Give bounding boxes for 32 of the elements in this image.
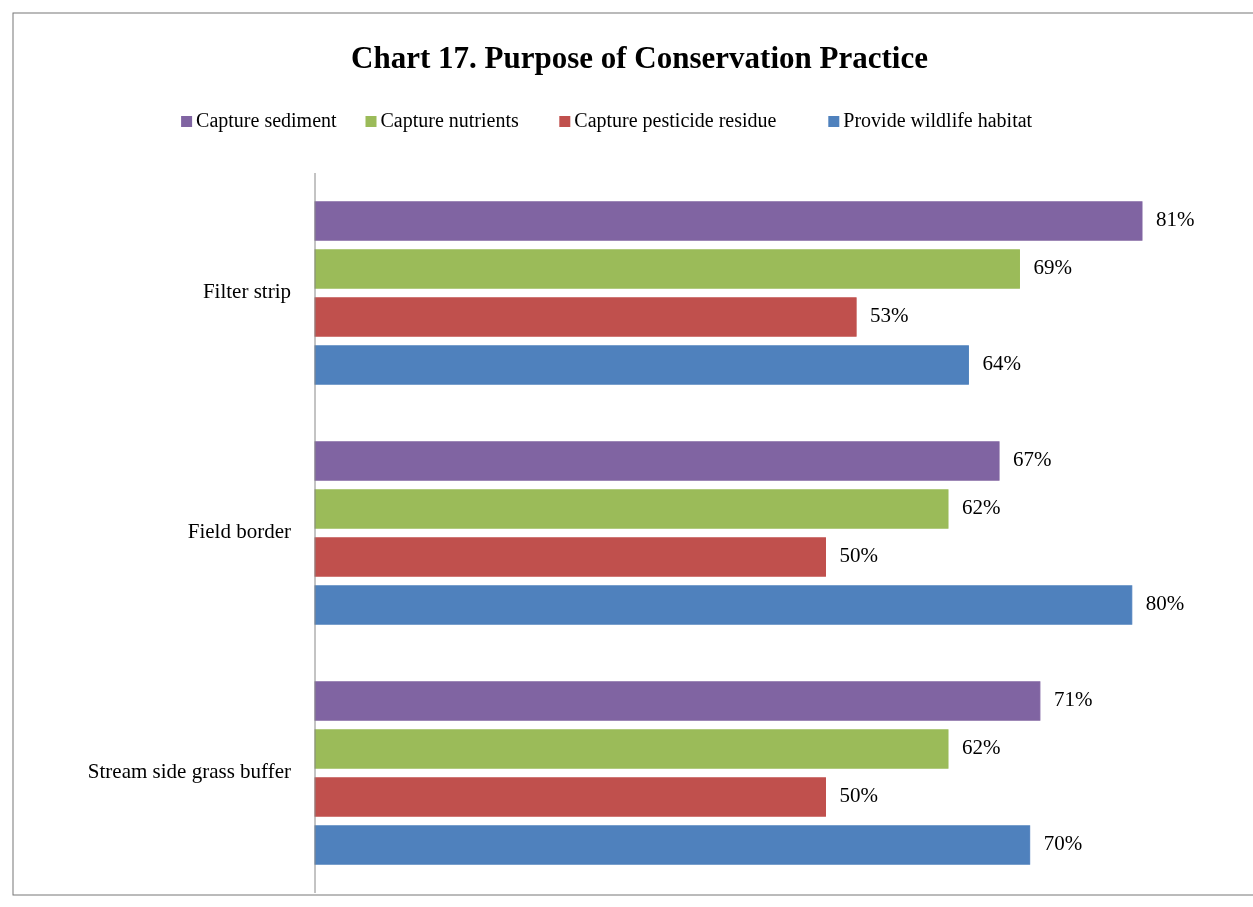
data-label: 62% <box>962 734 1001 759</box>
y-tick-label: Field border <box>187 518 291 543</box>
data-label: 53% <box>870 302 909 327</box>
chart-title: Chart 17. Purpose of Conservation Practice <box>351 40 928 76</box>
data-label: 70% <box>1043 830 1083 855</box>
legend-label: Capture nutrients <box>380 108 520 132</box>
data-label: 80% <box>1145 590 1185 615</box>
bar <box>314 585 1133 625</box>
data-label: 50% <box>839 782 878 807</box>
bar <box>314 441 1000 481</box>
legend-label: Provide wildlife habitat <box>843 108 1033 131</box>
bar <box>314 489 949 529</box>
bar <box>314 249 1020 289</box>
bar <box>314 201 1143 241</box>
data-label: 50% <box>839 542 878 567</box>
bar <box>314 825 1031 865</box>
data-label: 67% <box>1013 446 1052 471</box>
bar <box>314 345 969 385</box>
data-label: 71% <box>1053 686 1093 711</box>
legend-label: Capture pesticide residue <box>574 108 777 132</box>
bar <box>314 537 826 577</box>
legend-label: Capture sediment <box>196 108 338 132</box>
bar <box>314 297 857 337</box>
data-label: 81% <box>1156 206 1195 231</box>
data-label: 62% <box>962 494 1001 519</box>
bar <box>314 777 826 817</box>
data-label: 64% <box>982 350 1021 375</box>
bar <box>314 729 949 769</box>
y-tick-label: Filter strip <box>202 278 291 303</box>
y-tick-label: Stream side grass buffer <box>87 758 292 783</box>
bar <box>314 681 1041 721</box>
data-label: 69% <box>1033 254 1072 279</box>
